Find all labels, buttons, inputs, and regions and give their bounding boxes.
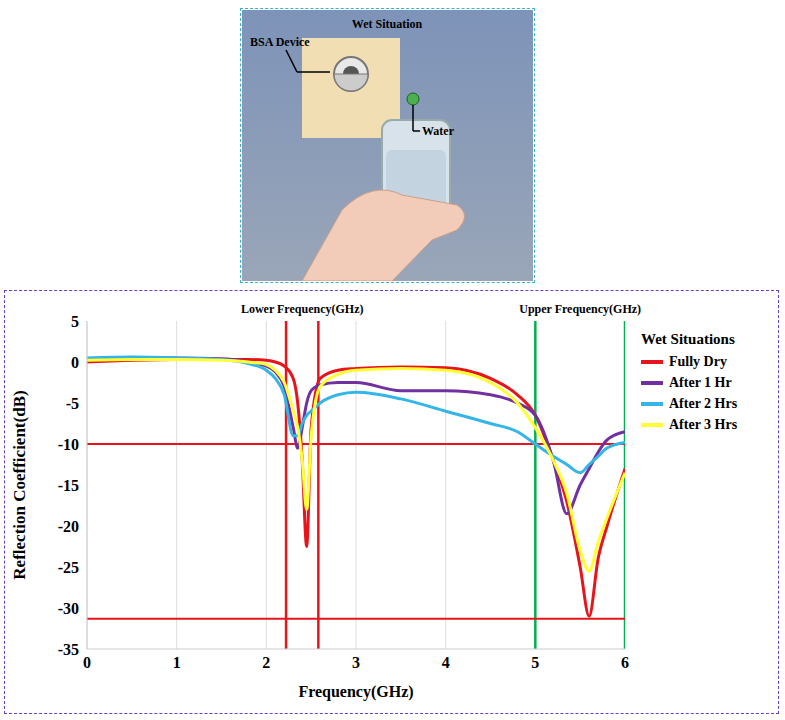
svg-text:Reflection Coefficient(dB): Reflection Coefficient(dB) (10, 390, 29, 579)
svg-text:-20: -20 (58, 518, 79, 535)
svg-text:2: 2 (262, 654, 270, 671)
html-text:After 1 Hr: After 1 Hr (669, 375, 732, 390)
svg-text:4: 4 (442, 654, 450, 671)
svg-text:-35: -35 (58, 641, 79, 658)
svg-text:Lower Frequency(GHz): Lower Frequency(GHz) (241, 302, 364, 316)
svg-text:6: 6 (621, 654, 629, 671)
svg-text:5: 5 (71, 313, 79, 330)
svg-text:Wet Situation: Wet Situation (352, 17, 423, 31)
svg-text:1: 1 (173, 654, 181, 671)
html-text:Fully Dry: Fully Dry (669, 354, 727, 369)
svg-text:-5: -5 (66, 395, 79, 412)
svg-text:Water: Water (422, 124, 455, 138)
svg-text:-15: -15 (58, 477, 79, 494)
svg-text:-10: -10 (58, 436, 79, 453)
html-text:After 2 Hrs: After 2 Hrs (669, 396, 738, 411)
svg-text:-30: -30 (58, 600, 79, 617)
html-text:After 3 Hrs: After 3 Hrs (669, 417, 738, 432)
svg-text:5: 5 (531, 654, 539, 671)
svg-text:0: 0 (71, 354, 79, 371)
svg-text:Frequency(GHz): Frequency(GHz) (298, 683, 413, 701)
svg-text:Upper Frequency(GHz): Upper Frequency(GHz) (519, 302, 641, 316)
svg-text:BSA Device: BSA Device (250, 35, 310, 49)
svg-text:-25: -25 (58, 559, 79, 576)
html-text:Wet Situations: Wet Situations (641, 331, 735, 347)
svg-text:0: 0 (83, 654, 91, 671)
svg-text:3: 3 (352, 654, 360, 671)
